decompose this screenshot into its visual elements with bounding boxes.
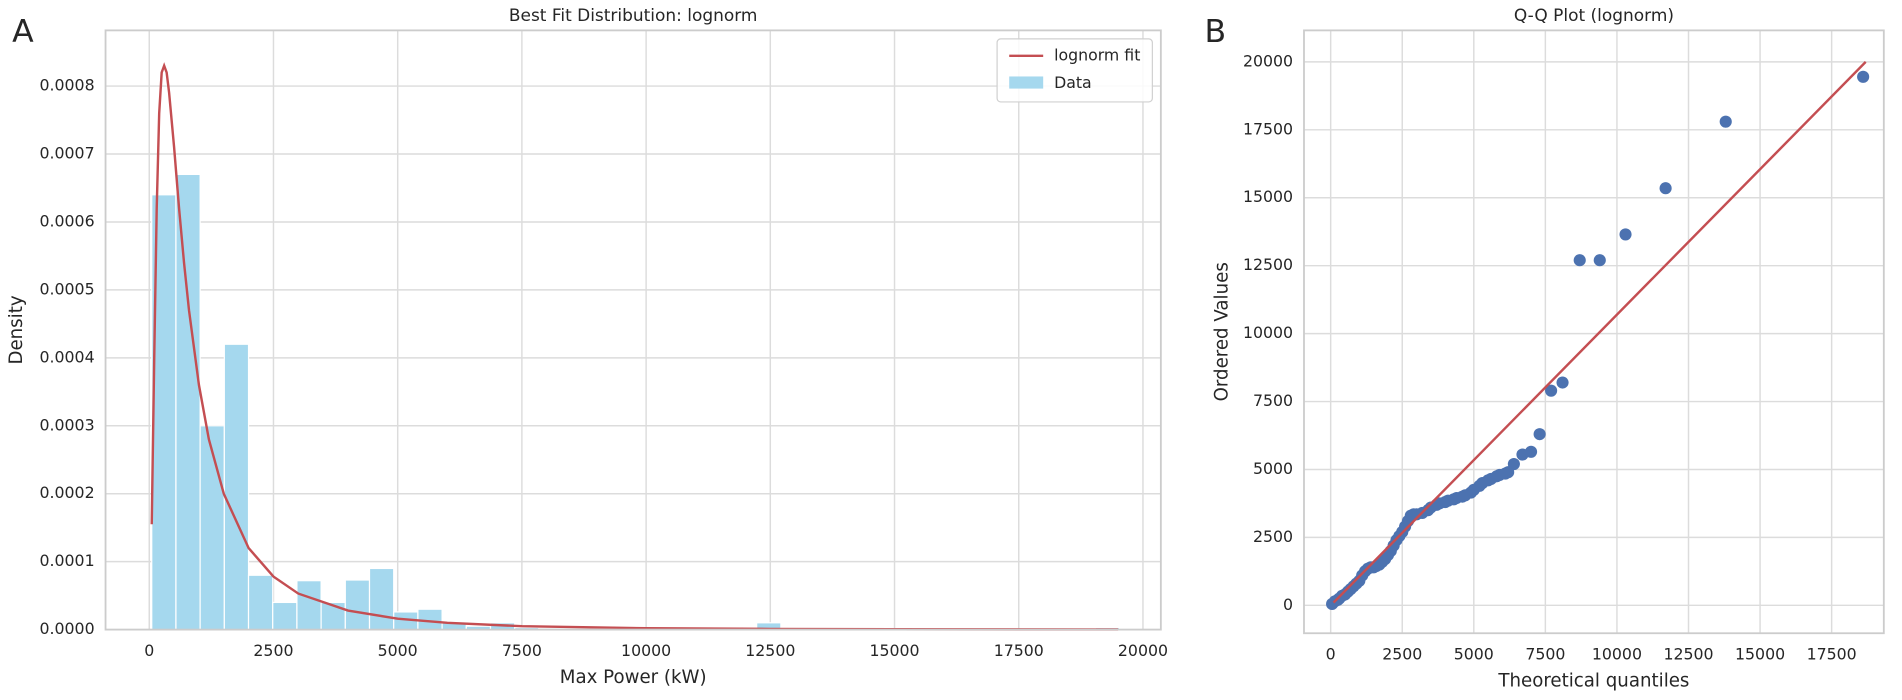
chart-panel: B Q-Q Plot (lognorm) Theoretical quantiles… bbox=[1205, 6, 1885, 692]
x-axis-label: Max Power (kW) bbox=[560, 667, 707, 688]
y-tick-label: 0.0002 bbox=[39, 483, 94, 502]
scatter-point bbox=[1593, 254, 1606, 267]
scatter-point bbox=[1524, 445, 1538, 458]
y-tick-label: 5000 bbox=[1253, 459, 1293, 478]
chart-title: Best Fit Distribution: lognorm bbox=[509, 6, 758, 26]
x-tick-label: 20000 bbox=[1118, 641, 1168, 660]
scatter-point bbox=[1556, 376, 1569, 389]
y-tick-label: 17500 bbox=[1243, 119, 1293, 138]
legend-label: Data bbox=[1054, 73, 1092, 92]
scatter-point bbox=[1573, 254, 1586, 267]
x-tick-label: 2500 bbox=[253, 641, 293, 660]
y-tick-label: 10000 bbox=[1243, 323, 1293, 342]
legend-label: lognorm fit bbox=[1054, 45, 1140, 64]
scatter-point bbox=[1857, 70, 1870, 83]
y-tick-label: 7500 bbox=[1253, 391, 1293, 410]
histogram-bar bbox=[417, 608, 443, 631]
x-tick-label: 15000 bbox=[869, 641, 919, 660]
x-tick-label: 17500 bbox=[1807, 645, 1857, 664]
y-tick-label: 0.0005 bbox=[39, 279, 94, 298]
x-tick-label: 12500 bbox=[745, 641, 795, 660]
x-tick-label: 0 bbox=[1326, 645, 1336, 664]
scatter-point bbox=[1533, 428, 1546, 441]
fit-line bbox=[1332, 61, 1867, 604]
y-tick-label: 0.0006 bbox=[39, 211, 94, 230]
histogram-bar bbox=[175, 173, 201, 631]
chart-panel: A Best Fit Distribution: lognorm Max Power… bbox=[6, 6, 1168, 688]
y-tick-label: 12500 bbox=[1243, 255, 1293, 274]
legend-swatch bbox=[1009, 76, 1044, 89]
histogram-bar bbox=[296, 580, 322, 631]
x-tick-label: 2500 bbox=[1382, 645, 1422, 664]
y-axis-label: Ordered Values bbox=[1212, 262, 1233, 401]
scatter-point bbox=[1619, 228, 1632, 241]
histogram-bar bbox=[344, 579, 371, 631]
histogram-bar bbox=[223, 343, 250, 631]
y-tick-label: 2500 bbox=[1253, 527, 1293, 546]
x-tick-label: 12500 bbox=[1663, 645, 1713, 664]
x-tick-label: 10000 bbox=[621, 641, 671, 660]
scatter-point bbox=[1507, 457, 1520, 471]
x-tick-label: 7500 bbox=[502, 641, 542, 660]
y-axis-label: Density bbox=[6, 295, 27, 364]
histogram-bar bbox=[368, 567, 395, 631]
chart-title: Q-Q Plot (lognorm) bbox=[1514, 6, 1674, 26]
y-tick-label: 20000 bbox=[1243, 51, 1293, 70]
histogram-bar bbox=[272, 601, 298, 631]
x-tick-label: 5000 bbox=[378, 641, 418, 660]
x-tick-label: 7500 bbox=[1525, 645, 1565, 664]
y-tick-label: 0.0003 bbox=[39, 415, 94, 434]
x-tick-label: 17500 bbox=[994, 641, 1044, 660]
panel-label: A bbox=[12, 14, 34, 50]
plot-frame bbox=[1303, 29, 1885, 635]
histogram-bar bbox=[199, 425, 225, 631]
scatter-point bbox=[1545, 384, 1558, 397]
histogram-bar bbox=[247, 574, 274, 631]
y-tick-label: 0 bbox=[1283, 595, 1293, 614]
x-tick-label: 15000 bbox=[1735, 645, 1785, 664]
y-tick-label: 0.0001 bbox=[39, 551, 94, 570]
y-tick-label: 0.0007 bbox=[39, 144, 94, 163]
y-tick-label: 0.0004 bbox=[39, 347, 94, 366]
x-tick-label: 0 bbox=[144, 641, 154, 660]
x-tick-label: 10000 bbox=[1592, 645, 1642, 664]
histogram-bar bbox=[320, 601, 346, 631]
y-tick-label: 0.0000 bbox=[39, 619, 94, 638]
scatter-point bbox=[1659, 182, 1672, 195]
panel-label: B bbox=[1205, 14, 1227, 50]
y-tick-label: 0.0008 bbox=[39, 76, 94, 95]
x-axis-label: Theoretical quantiles bbox=[1497, 671, 1689, 692]
fit-line bbox=[150, 62, 1119, 631]
x-tick-label: 5000 bbox=[1454, 645, 1494, 664]
plot-frame bbox=[104, 29, 1162, 631]
y-tick-label: 15000 bbox=[1243, 187, 1293, 206]
scatter-point bbox=[1719, 115, 1732, 128]
